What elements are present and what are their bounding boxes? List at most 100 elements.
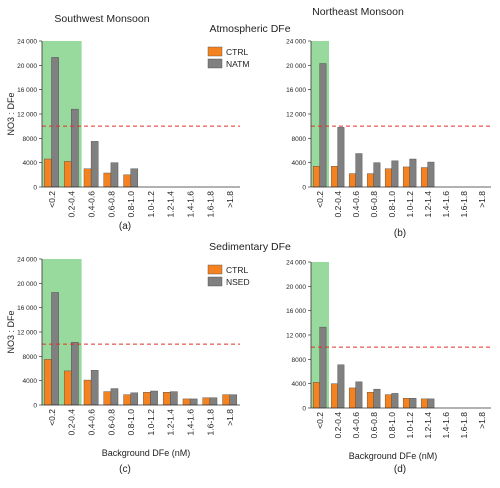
panel-label: (c) — [119, 464, 131, 475]
bar-ctrl-7 — [420, 398, 428, 409]
x-tick-label: 0.6-0.8 — [106, 409, 116, 436]
x-tick-label: 1.2-1.4 — [166, 191, 176, 218]
y-tick-label: 4000 — [23, 160, 38, 167]
bar-nsed-1 — [319, 326, 327, 409]
legend-swatch-ctrl — [207, 264, 223, 275]
x-tick-label: 0.2-0.4 — [333, 191, 343, 218]
bar-ctrl-5 — [123, 174, 131, 188]
x-tick-label: >1.8 — [477, 191, 487, 208]
bar-ctrl-5 — [384, 168, 392, 188]
bar-nsed-10 — [229, 394, 238, 406]
bar-natm-3 — [355, 153, 363, 188]
y-tick-label: 4000 — [292, 160, 307, 167]
header-right-column: Northeast Monsoon — [312, 6, 404, 18]
bar-ctrl-7 — [420, 167, 428, 188]
chart-panel-1: 0 4000 8000 12 000 16 000 20 000 24 000 <0.2 0.2… — [6, 39, 249, 233]
bar-nsed-6 — [409, 398, 417, 409]
legend-swatch-natm — [207, 58, 223, 69]
bar-natm-1 — [51, 57, 59, 188]
bar-ctrl-6 — [402, 166, 410, 188]
x-tick-label: 0.2-0.4 — [67, 191, 77, 218]
bar-natm-4 — [110, 162, 119, 188]
bar-ctrl-4 — [103, 172, 112, 188]
x-tick-label: 1.6-1.8 — [459, 191, 469, 218]
bar-natm-6 — [409, 158, 417, 188]
legend-label-natm: NATM — [226, 59, 249, 69]
bar-ctrl-3 — [83, 379, 92, 406]
x-tick-label: 1.2-1.4 — [423, 191, 433, 218]
x-tick-label: 0.8-1.0 — [126, 409, 136, 436]
y-tick-label: 20 000 — [286, 284, 306, 291]
x-tick-label: 1.0-1.2 — [146, 409, 156, 436]
bar-ctrl-10 — [222, 394, 230, 406]
bar-ctrl-6 — [402, 398, 410, 409]
bar-nsed-1 — [51, 292, 59, 406]
x-axis-title: Background DFe (nM) — [102, 448, 191, 458]
bar-natm-3 — [90, 141, 99, 188]
y-tick-label: 16 000 — [286, 87, 306, 94]
bar-nsed-7 — [170, 391, 178, 406]
bar-natm-2 — [337, 127, 345, 188]
bar-nsed-7 — [427, 398, 435, 409]
x-tick-label: 1.0-1.2 — [405, 191, 415, 218]
x-tick-label: 0.2-0.4 — [333, 412, 343, 439]
bar-ctrl-9 — [202, 397, 211, 406]
legend-swatch-nsed — [207, 276, 223, 287]
bar-ctrl-1 — [44, 359, 52, 406]
y-tick-label: 12 000 — [17, 112, 37, 119]
y-tick-label: 0 — [302, 185, 306, 192]
bar-ctrl-1 — [312, 382, 320, 409]
y-tick-label: 8000 — [292, 357, 307, 364]
y-tick-label: 0 — [33, 403, 37, 410]
bar-ctrl-2 — [330, 383, 338, 409]
x-tick-label: 0.8-1.0 — [126, 191, 136, 218]
x-tick-label: >1.8 — [477, 412, 487, 429]
x-tick-label: 1.0-1.2 — [405, 412, 415, 439]
y-tick-label: 4000 — [292, 381, 307, 388]
bar-ctrl-4 — [366, 173, 374, 188]
bar-natm-1 — [319, 63, 327, 188]
bar-natm-5 — [130, 168, 139, 188]
x-tick-label: 1.6-1.8 — [205, 409, 215, 436]
bar-nsed-4 — [373, 388, 381, 409]
x-tick-label: 1.4-1.6 — [186, 409, 196, 436]
y-tick-label: 20 000 — [286, 63, 306, 70]
y-tick-label: 0 — [302, 406, 306, 413]
panel-label: (d) — [394, 464, 406, 475]
y-tick-label: 24 000 — [17, 39, 37, 46]
legend-label-nsed: NSED — [226, 277, 250, 287]
bar-nsed-5 — [391, 393, 399, 409]
bar-nsed-9 — [209, 397, 218, 406]
bar-ctrl-2 — [63, 161, 72, 188]
bar-ctrl-8 — [182, 398, 191, 406]
bar-nsed-5 — [130, 392, 139, 406]
x-tick-label: 1.4-1.6 — [441, 191, 451, 218]
legend-label-ctrl: CTRL — [226, 47, 248, 57]
x-tick-label: 1.4-1.6 — [186, 191, 196, 218]
x-tick-label: <0.2 — [47, 191, 57, 208]
x-tick-label: <0.2 — [47, 409, 57, 426]
legend-swatch-ctrl — [207, 46, 223, 57]
y-tick-label: 16 000 — [286, 308, 306, 315]
bar-nsed-3 — [355, 381, 363, 409]
bar-natm-2 — [71, 108, 79, 188]
header-row1: Atmospheric DFe — [209, 23, 290, 35]
bar-ctrl-2 — [63, 370, 72, 406]
bar-ctrl-7 — [162, 392, 171, 406]
bar-ctrl-4 — [103, 391, 112, 406]
bar-ctrl-4 — [366, 391, 374, 409]
y-tick-label: 8000 — [23, 354, 38, 361]
x-tick-label: 1.6-1.8 — [205, 191, 215, 218]
bar-ctrl-6 — [143, 392, 151, 406]
x-tick-label: <0.2 — [315, 191, 325, 208]
x-tick-label: >1.8 — [225, 409, 235, 426]
y-tick-label: 24 000 — [286, 39, 306, 46]
x-tick-label: 0.2-0.4 — [67, 409, 77, 436]
bar-ctrl-3 — [83, 168, 92, 188]
bar-ctrl-5 — [123, 394, 131, 406]
x-tick-label: 0.4-0.6 — [351, 191, 361, 218]
bar-nsed-2 — [71, 342, 79, 406]
bar-natm-4 — [373, 162, 381, 188]
y-tick-label: 16 000 — [17, 305, 37, 312]
bar-ctrl-2 — [330, 166, 338, 188]
